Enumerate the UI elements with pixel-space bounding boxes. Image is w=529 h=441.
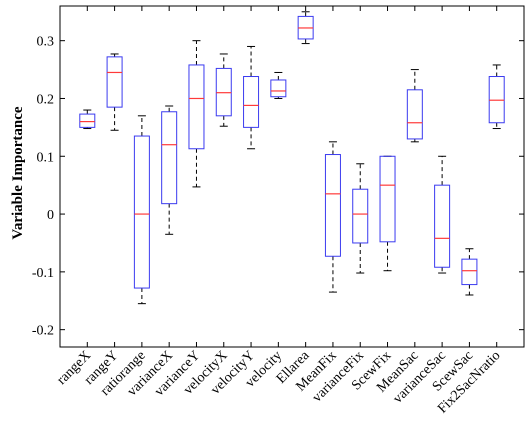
- box: [133, 135, 150, 289]
- box: [188, 64, 205, 150]
- box: [352, 188, 369, 244]
- y-tick-label: 0.3: [37, 35, 55, 50]
- y-tick-label: 0.2: [37, 92, 55, 107]
- box: [324, 154, 341, 257]
- box: [461, 258, 478, 286]
- axes-frame: [59, 5, 525, 348]
- y-tick-label: 0: [47, 208, 54, 223]
- y-tick-label: -0.2: [32, 324, 54, 339]
- box: [270, 79, 287, 98]
- plot-area: -0.2-0.100.10.20.3rangeXrangeYratiorange…: [32, 5, 525, 417]
- box: [79, 113, 96, 128]
- y-axis-label: Variable Importance: [10, 106, 26, 240]
- box: [106, 56, 123, 108]
- box: [243, 76, 260, 128]
- y-tick-label: 0.1: [37, 150, 55, 165]
- box: [434, 184, 451, 268]
- y-tick-label: -0.1: [32, 266, 54, 281]
- box: [406, 89, 423, 140]
- box: [379, 155, 396, 243]
- box: [161, 111, 178, 205]
